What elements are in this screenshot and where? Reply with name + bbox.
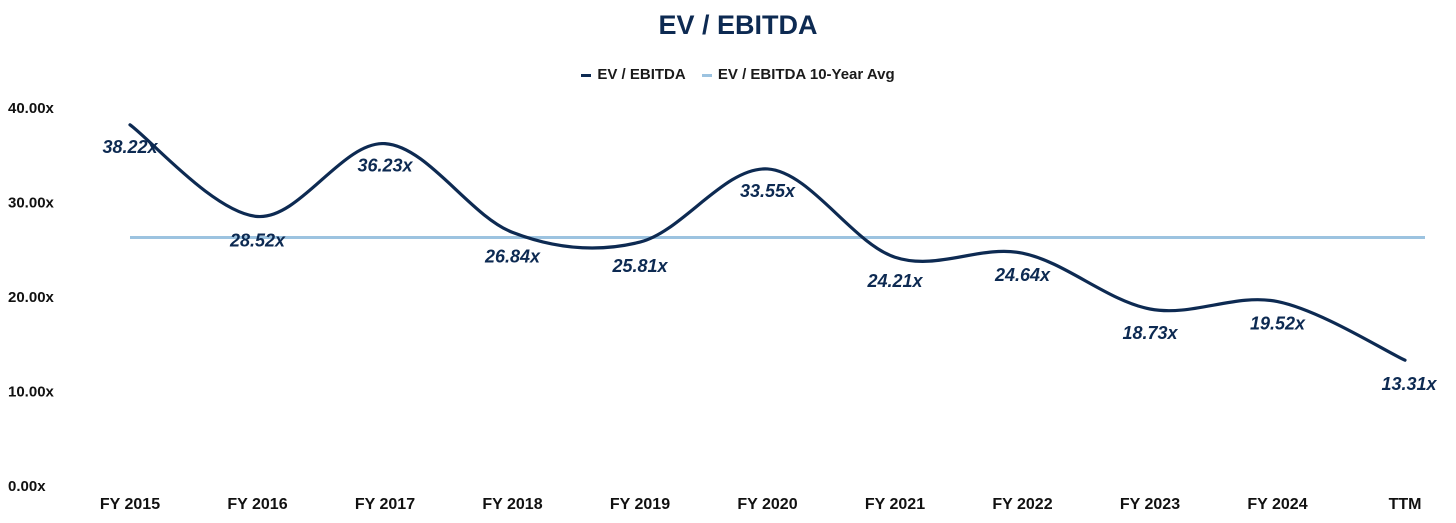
- data-label: 18.73x: [1122, 323, 1178, 343]
- y-tick-label: 30.00x: [8, 195, 55, 212]
- legend-swatch-series: [581, 73, 592, 77]
- legend-label-series: EV / EBITDA: [597, 66, 686, 83]
- data-label: 24.64x: [994, 265, 1051, 285]
- x-tick-label: FY 2020: [737, 496, 797, 513]
- legend-item-series: EV / EBITDA: [581, 66, 686, 83]
- data-label: 36.23x: [357, 156, 413, 176]
- data-label: 26.84x: [484, 246, 541, 266]
- y-tick-label: 40.00x: [8, 100, 55, 117]
- data-labels: 38.22x 28.52x 36.23x 26.84x 25.81x 33.55x 24.2…: [102, 137, 1437, 394]
- series-line-path: [128, 123, 1407, 362]
- data-label: 28.52x: [229, 230, 286, 250]
- x-tick-label: FY 2024: [1247, 496, 1307, 513]
- y-tick-label: 20.00x: [8, 289, 55, 306]
- data-label: 13.31x: [1381, 374, 1437, 394]
- x-tick-label: FY 2023: [1120, 496, 1180, 513]
- x-axis: FY 2015 FY 2016 FY 2017 FY 2018 FY 2019 FY 20…: [100, 496, 1422, 513]
- x-tick-label: FY 2018: [482, 496, 542, 513]
- legend-swatch-average: [701, 73, 712, 77]
- series-line: [128, 123, 1407, 362]
- y-tick-label: 0.00x: [8, 478, 46, 495]
- data-label: 25.81x: [611, 256, 668, 276]
- legend-label-average: EV / EBITDA 10-Year Avg: [717, 66, 895, 83]
- data-label: 38.22x: [102, 137, 158, 157]
- x-tick-label: FY 2017: [355, 496, 415, 513]
- data-label: 24.21x: [866, 271, 923, 291]
- y-axis: 0.00x 10.00x 20.00x 30.00x 40.00x: [8, 100, 55, 495]
- x-tick-label: FY 2016: [227, 496, 287, 513]
- legend-item-average: EV / EBITDA 10-Year Avg: [701, 66, 895, 83]
- x-tick-label: FY 2021: [865, 496, 925, 513]
- x-tick-label: TTM: [1389, 496, 1422, 513]
- data-label: 19.52x: [1250, 314, 1306, 334]
- x-tick-label: FY 2022: [992, 496, 1052, 513]
- legend: EV / EBITDA EV / EBITDA 10-Year Avg: [0, 66, 1456, 83]
- x-tick-label: FY 2015: [100, 496, 160, 513]
- y-tick-label: 10.00x: [8, 384, 55, 401]
- chart-title: EV / EBITDA: [658, 10, 818, 40]
- data-label: 33.55x: [740, 181, 796, 201]
- x-tick-label: FY 2019: [610, 496, 670, 513]
